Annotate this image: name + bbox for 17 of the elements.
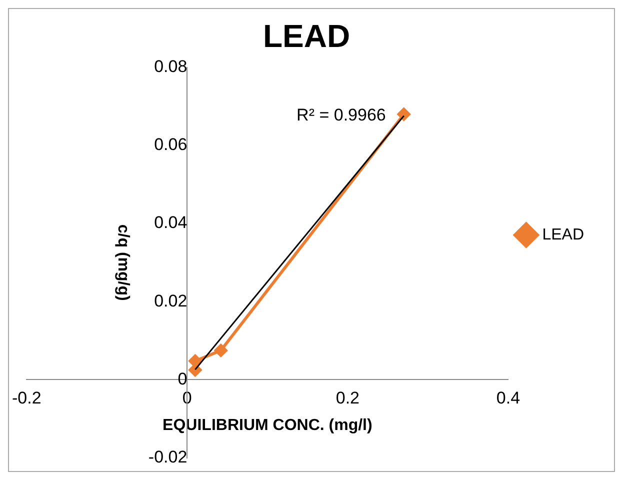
y-tick-label: 0.02 xyxy=(154,291,188,310)
y-tick-label: 0.06 xyxy=(154,135,188,154)
x-tick-label: 0.4 xyxy=(496,388,520,408)
y-tick-label: 0.04 xyxy=(154,213,188,232)
y-tick-label: 0.08 xyxy=(154,57,188,76)
point xyxy=(397,108,410,121)
y-tick-label: -0.02 xyxy=(148,447,188,466)
y-axis-title: c/q (mg/g) xyxy=(114,224,132,301)
chart-title: LEAD xyxy=(262,18,350,54)
x-tick-label: 0.2 xyxy=(336,388,360,408)
x-tick-label: -0.2 xyxy=(12,388,42,408)
y-tick-label: 0 xyxy=(178,369,188,388)
x-axis-title: EQUILIBRIUM CONC. (mg/l) xyxy=(162,417,372,434)
point xyxy=(188,354,202,368)
legend-label: LEAD xyxy=(542,226,584,244)
point xyxy=(214,344,228,357)
annotation: R² = 0.9966 xyxy=(296,105,386,124)
